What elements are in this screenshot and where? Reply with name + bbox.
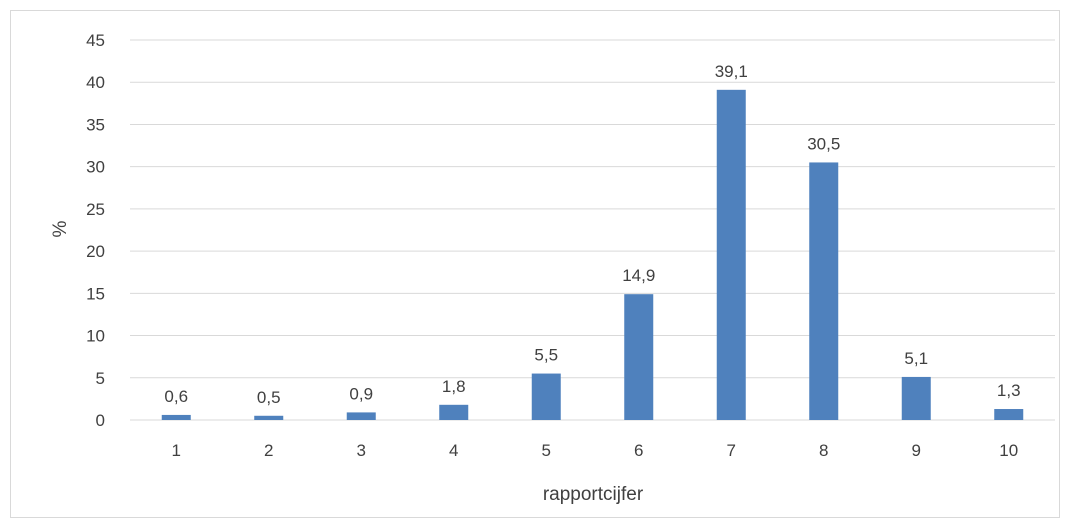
y-axis-ticks: 0 5 10 15 20 25 30 35 40 45 — [86, 31, 105, 430]
bar-3 — [346, 412, 376, 420]
data-label-8: 30,5 — [807, 134, 840, 153]
bar-10 — [994, 409, 1024, 420]
x-tick-label-8: 8 — [819, 441, 828, 460]
x-axis-ticks: 1 2 3 4 5 6 7 8 9 10 — [172, 441, 1019, 460]
bar-4 — [439, 404, 469, 420]
y-tick-label: 0 — [96, 411, 105, 430]
y-tick-label: 15 — [86, 284, 105, 303]
y-axis-title: % — [50, 220, 71, 237]
bar-6 — [624, 294, 654, 420]
bars — [161, 89, 1024, 421]
data-label-2: 0,5 — [257, 388, 281, 407]
x-tick-label-5: 5 — [542, 441, 551, 460]
x-tick-label-9: 9 — [912, 441, 921, 460]
x-tick-label-7: 7 — [727, 441, 736, 460]
x-tick-label-6: 6 — [634, 441, 643, 460]
data-label-7: 39,1 — [715, 62, 748, 81]
bar-2 — [254, 415, 284, 420]
bar-5 — [531, 373, 561, 420]
x-axis-title: rapportcijfer — [543, 484, 644, 505]
y-tick-label: 30 — [86, 158, 105, 177]
data-label-10: 1,3 — [997, 381, 1021, 400]
x-tick-label-3: 3 — [357, 441, 366, 460]
gridlines — [130, 39, 1055, 421]
chart-frame — [10, 10, 1060, 518]
data-label-9: 5,1 — [904, 349, 928, 368]
y-tick-label: 5 — [96, 369, 105, 388]
bar-8 — [809, 162, 839, 420]
y-tick-label: 25 — [86, 200, 105, 219]
y-tick-label: 45 — [86, 31, 105, 50]
data-label-4: 1,8 — [442, 377, 466, 396]
x-tick-label-10: 10 — [999, 441, 1018, 460]
x-tick-label-2: 2 — [264, 441, 273, 460]
bar-1 — [161, 414, 191, 420]
y-tick-label: 10 — [86, 327, 105, 346]
data-label-5: 5,5 — [534, 346, 558, 365]
bar-9 — [901, 376, 931, 420]
data-label-1: 0,6 — [164, 387, 188, 406]
x-tick-label-4: 4 — [449, 441, 458, 460]
bar-7 — [716, 89, 746, 421]
y-tick-label: 40 — [86, 73, 105, 92]
y-tick-label: 20 — [86, 242, 105, 261]
y-tick-label: 35 — [86, 115, 105, 134]
data-label-6: 14,9 — [622, 266, 655, 285]
x-tick-label-1: 1 — [172, 441, 181, 460]
data-labels: 0,6 0,5 0,9 1,8 5,5 14,9 39,1 30,5 5,1 1,3 — [164, 62, 1020, 407]
data-label-3: 0,9 — [349, 384, 373, 403]
